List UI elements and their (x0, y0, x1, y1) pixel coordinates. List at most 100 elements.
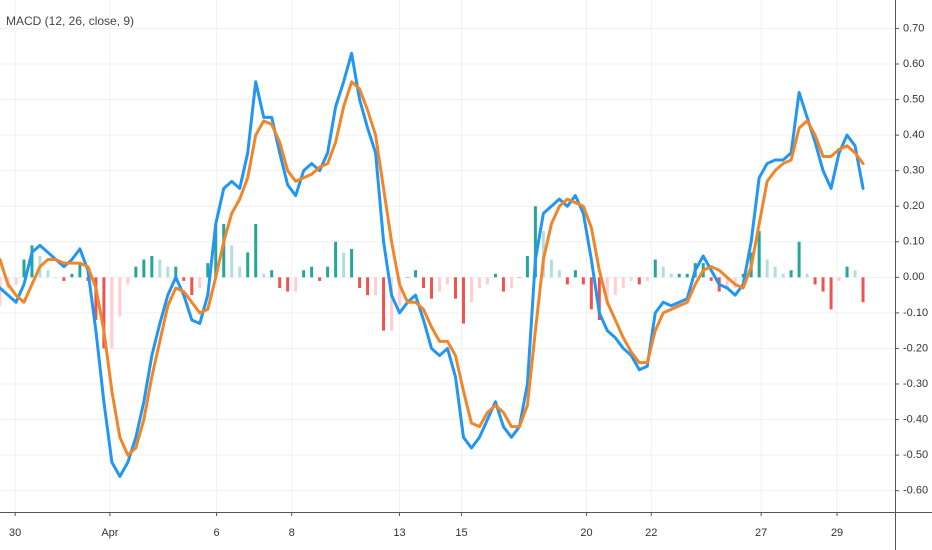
histogram-bar (741, 273, 745, 278)
histogram-bar (501, 277, 505, 292)
histogram-bar (565, 277, 569, 285)
histogram-bar (829, 277, 833, 310)
x-tick-label: 8 (289, 527, 295, 539)
histogram-bar (302, 270, 306, 278)
y-tick-label: 0.00 (903, 271, 924, 283)
histogram-bar (294, 277, 298, 292)
x-tick-label: 30 (9, 527, 21, 539)
y-tick-label: -0.20 (903, 342, 928, 354)
histogram-bar (469, 277, 473, 303)
histogram-bar (861, 277, 865, 303)
x-tick-label: 22 (645, 527, 657, 539)
histogram-bar (230, 245, 234, 278)
histogram-bar (813, 277, 817, 285)
histogram-bar (62, 277, 66, 281)
y-tick-label: 0.60 (903, 58, 924, 70)
histogram-bar (525, 256, 529, 278)
histogram-bar (254, 224, 258, 278)
histogram-bar (677, 273, 681, 278)
histogram-bar (318, 277, 322, 281)
histogram-bar (725, 277, 729, 288)
histogram-bar (477, 277, 481, 288)
histogram-bar (685, 273, 689, 278)
y-tick-label: 0.30 (903, 165, 924, 177)
lines (0, 51, 865, 478)
histogram-bar (533, 206, 537, 278)
histogram-bar (406, 277, 410, 278)
histogram-bar (366, 277, 370, 296)
histogram-bar (118, 277, 122, 317)
histogram-bar (182, 277, 186, 281)
histogram-bar (214, 224, 218, 278)
histogram-bar (54, 277, 58, 278)
histogram-bar (14, 277, 18, 285)
x-tick-label: 27 (755, 527, 767, 539)
histogram-bar (110, 277, 114, 349)
histogram-bar (797, 241, 801, 278)
histogram-bar (605, 277, 609, 306)
histogram-bar (246, 252, 250, 278)
histogram-bar (805, 273, 809, 278)
y-tick-label: -0.40 (903, 413, 928, 425)
histogram-bar (382, 277, 386, 331)
histogram-bar (661, 266, 665, 278)
histogram-bar (789, 270, 793, 278)
histogram-bar (46, 270, 50, 278)
histogram-bar (190, 277, 194, 296)
histogram-bar (238, 266, 242, 278)
histogram-bar (278, 277, 282, 288)
histogram-bar (126, 277, 130, 285)
histogram-bar (453, 277, 457, 299)
histogram-bar (342, 252, 346, 278)
histogram-bar (358, 277, 362, 288)
histogram-bar (0, 277, 2, 306)
series-line (0, 51, 865, 478)
series-line (0, 80, 865, 457)
y-tick-label: -0.30 (903, 378, 928, 390)
y-tick-label: 0.40 (903, 129, 924, 141)
x-tick-label: 20 (580, 527, 592, 539)
histogram-bar (837, 277, 841, 281)
histogram-bar (134, 266, 138, 278)
chart-title: MACD (12, 26, close, 9) (6, 14, 134, 28)
histogram-bar (597, 277, 601, 320)
labels: 0.70 0.60 0.50 0.40 0.30 0.20 0.10 0.00 -0.10 -0.… (9, 22, 928, 539)
y-tick-label: 0.50 (903, 93, 924, 105)
histogram-bar (102, 277, 106, 349)
histogram-bar (621, 277, 625, 288)
histogram-bar (198, 277, 202, 288)
histogram-bar (398, 277, 402, 306)
histogram-bar (374, 277, 378, 296)
histogram-bar (30, 245, 34, 278)
histogram-bar (174, 266, 178, 278)
histogram-bar (557, 270, 561, 278)
histogram-bar (270, 270, 274, 278)
histogram-bar (430, 277, 434, 299)
histogram-bar (150, 256, 154, 278)
histogram-bar (517, 277, 521, 278)
histogram-bar (485, 277, 489, 285)
histogram-bar (262, 273, 266, 278)
histogram-bar (645, 277, 649, 281)
histogram-bar (509, 277, 513, 288)
histogram-bar (653, 259, 657, 278)
y-tick-label: -0.10 (903, 307, 928, 319)
histogram-bar (781, 273, 785, 278)
histogram-bar (581, 277, 585, 285)
histogram-bar (158, 259, 162, 278)
histogram-bar (629, 277, 633, 281)
histogram-bar (438, 277, 442, 292)
histogram-bar (461, 277, 465, 324)
histogram-bar (845, 266, 849, 278)
histogram-bar (70, 273, 74, 278)
x-tick-label: Apr (101, 527, 118, 539)
histogram-bar (765, 259, 769, 278)
histogram-bar (166, 266, 170, 278)
histogram-bar (334, 241, 338, 278)
x-tick-label: 29 (831, 527, 843, 539)
histogram-bar (773, 266, 777, 278)
x-tick-label: 6 (213, 527, 219, 539)
